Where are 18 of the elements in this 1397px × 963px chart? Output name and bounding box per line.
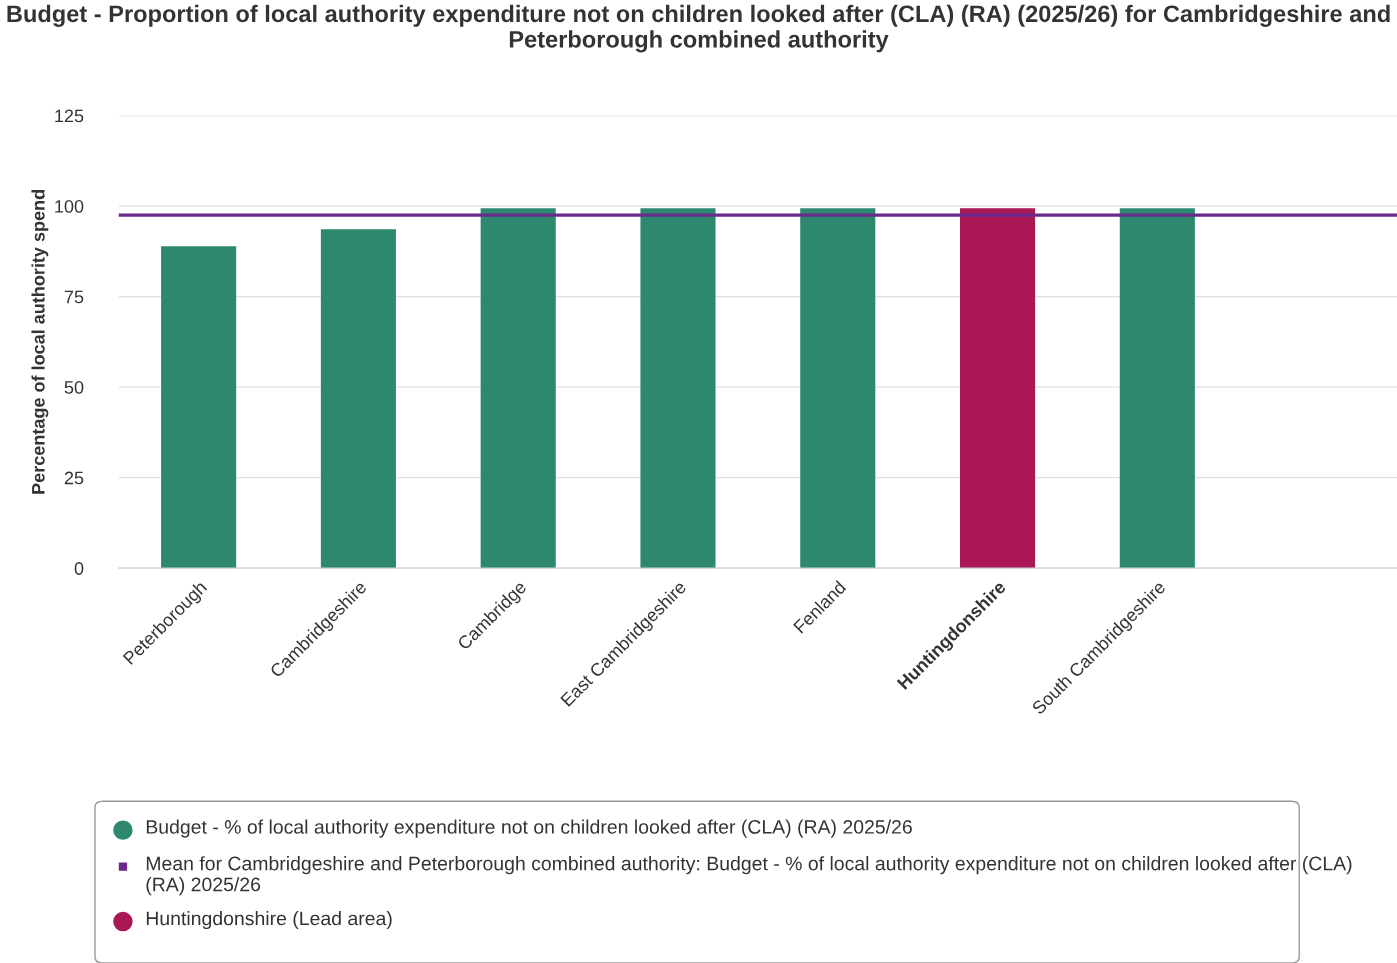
y-tick-label: 125 — [55, 109, 84, 123]
bar — [480, 208, 556, 569]
bar — [960, 208, 1036, 569]
legend-label: Mean for Cambridgeshire and Peterborough combined authority: Budget - % of local authority expenditure not on children looked after (CLA) (RA) 2025/26 — [146, 856, 1352, 896]
legend-label: Budget - % of local authority expenditure not on children looked after (CLA) (RA) 2025/26 — [146, 819, 912, 838]
y-tick-label: 0 — [74, 562, 84, 575]
bar — [320, 229, 396, 569]
legend-label: Huntingdonshire (Lead area) — [146, 911, 392, 930]
y-axis-title: Percentage of local authority spend — [31, 190, 49, 494]
bar — [161, 246, 237, 569]
bar — [640, 208, 716, 569]
bar — [1119, 208, 1195, 569]
y-tick-label: 25 — [64, 471, 84, 485]
y-tick-label: 50 — [64, 381, 84, 394]
y-tick-label: 75 — [64, 290, 84, 304]
y-tick-label: 100 — [55, 200, 84, 213]
chart-title: Budget - Proportion of local authority expenditure not on children looked after (CLA) (RA) (2025/26) for Cambridgeshire and Peterborough combined authority — [7, 4, 1390, 53]
bar — [800, 208, 876, 569]
